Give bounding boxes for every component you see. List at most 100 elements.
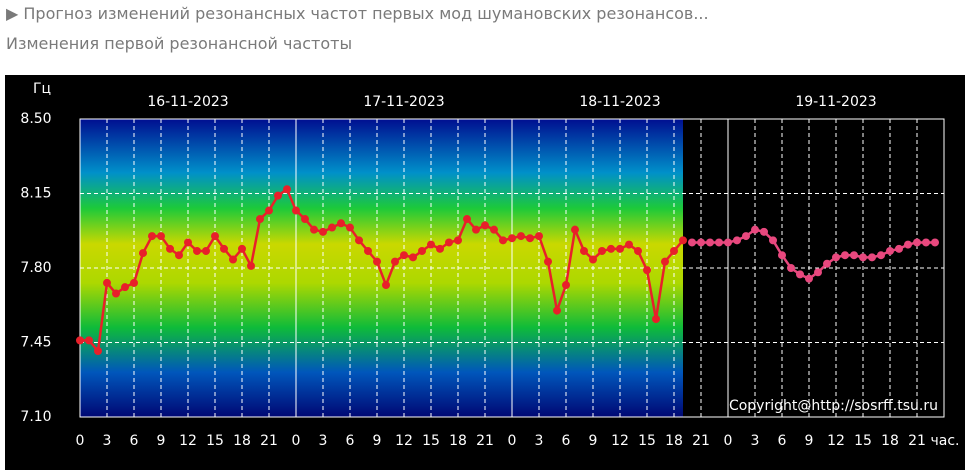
data-point <box>220 244 228 253</box>
data-point <box>274 191 282 200</box>
day-label: 18-11-2023 <box>579 94 660 110</box>
data-point <box>121 283 129 292</box>
x-tick-label: 15 <box>206 433 224 449</box>
data-point <box>175 251 183 260</box>
x-tick-label: 0 <box>724 433 733 449</box>
data-point <box>373 257 381 266</box>
x-tick-label: 6 <box>130 433 139 449</box>
data-point <box>751 225 759 234</box>
data-point <box>472 225 480 234</box>
y-tick-label: 7.80 <box>20 260 51 276</box>
x-tick-label: 12 <box>827 433 845 449</box>
x-tick-label: 18 <box>881 433 899 449</box>
header-title[interactable]: ▶ Прогноз изменений резонансных частот п… <box>6 4 709 23</box>
data-point <box>445 238 453 247</box>
data-point <box>382 281 390 290</box>
data-point <box>616 244 624 253</box>
x-tick-label: 21 <box>476 433 494 449</box>
data-point <box>607 244 615 253</box>
y-tick-label: 8.50 <box>20 111 51 127</box>
data-point <box>400 251 408 260</box>
data-point <box>463 215 471 224</box>
data-point <box>418 246 426 255</box>
data-point <box>652 315 660 324</box>
x-tick-label: 0 <box>76 433 85 449</box>
x-tick-label: 3 <box>319 433 328 449</box>
data-point <box>850 251 858 260</box>
series-line <box>692 228 935 281</box>
x-tick-label: 6 <box>778 433 787 449</box>
data-point <box>562 281 570 290</box>
data-point <box>247 261 255 270</box>
x-tick-label: 9 <box>373 433 382 449</box>
data-point <box>841 251 849 260</box>
data-point <box>391 257 399 266</box>
data-point <box>76 336 84 345</box>
day-label: 17-11-2023 <box>363 94 444 110</box>
data-point <box>184 238 192 247</box>
data-point <box>661 257 669 266</box>
data-point <box>346 223 354 232</box>
data-point <box>202 246 210 255</box>
x-tick-label: 15 <box>638 433 656 449</box>
x-tick-label: 18 <box>665 433 683 449</box>
data-point <box>589 255 597 264</box>
data-point <box>778 251 786 260</box>
data-point <box>580 246 588 255</box>
data-point <box>679 236 687 245</box>
x-axis-label: час. <box>931 433 960 449</box>
data-point <box>715 238 723 247</box>
data-point <box>193 246 201 255</box>
data-point <box>823 259 831 268</box>
day-label: 16-11-2023 <box>147 94 228 110</box>
data-point <box>103 278 111 287</box>
x-tick-label: 3 <box>103 433 112 449</box>
data-point <box>454 236 462 245</box>
x-tick-label: 21 <box>908 433 926 449</box>
data-point <box>859 253 867 262</box>
x-tick-label: 0 <box>292 433 301 449</box>
data-point <box>166 244 174 253</box>
data-point <box>868 253 876 262</box>
data-point <box>148 232 156 241</box>
data-point <box>238 244 246 253</box>
x-tick-label: 15 <box>854 433 872 449</box>
x-tick-label: 6 <box>346 433 355 449</box>
data-point <box>526 234 534 243</box>
y-tick-label: 8.15 <box>20 186 51 202</box>
y-axis-label: Гц <box>33 81 51 97</box>
x-tick-label: 21 <box>692 433 710 449</box>
x-tick-label: 3 <box>751 433 760 449</box>
data-point <box>796 270 804 279</box>
data-point <box>643 266 651 275</box>
annotation: Copyright@http://sosrff.tsu.ru <box>729 398 938 414</box>
data-point <box>229 255 237 264</box>
data-point <box>805 274 813 283</box>
data-point <box>877 251 885 260</box>
data-point <box>688 238 696 247</box>
data-point <box>904 240 912 249</box>
data-point <box>427 240 435 249</box>
data-point <box>490 225 498 234</box>
x-tick-label: 15 <box>422 433 440 449</box>
x-tick-label: 12 <box>611 433 629 449</box>
data-point <box>832 253 840 262</box>
day-label: 19-11-2023 <box>795 94 876 110</box>
x-tick-label: 6 <box>562 433 571 449</box>
data-point <box>94 347 102 356</box>
x-tick-label: 0 <box>508 433 517 449</box>
data-point <box>553 306 561 315</box>
x-tick-label: 18 <box>233 433 251 449</box>
data-point <box>319 227 327 236</box>
x-tick-label: 9 <box>157 433 166 449</box>
x-tick-label: 18 <box>449 433 467 449</box>
data-point <box>328 223 336 232</box>
data-point <box>499 236 507 245</box>
data-point <box>733 236 741 245</box>
data-point <box>571 225 579 234</box>
data-point <box>301 215 309 224</box>
data-point <box>337 219 345 228</box>
data-point <box>697 238 705 247</box>
